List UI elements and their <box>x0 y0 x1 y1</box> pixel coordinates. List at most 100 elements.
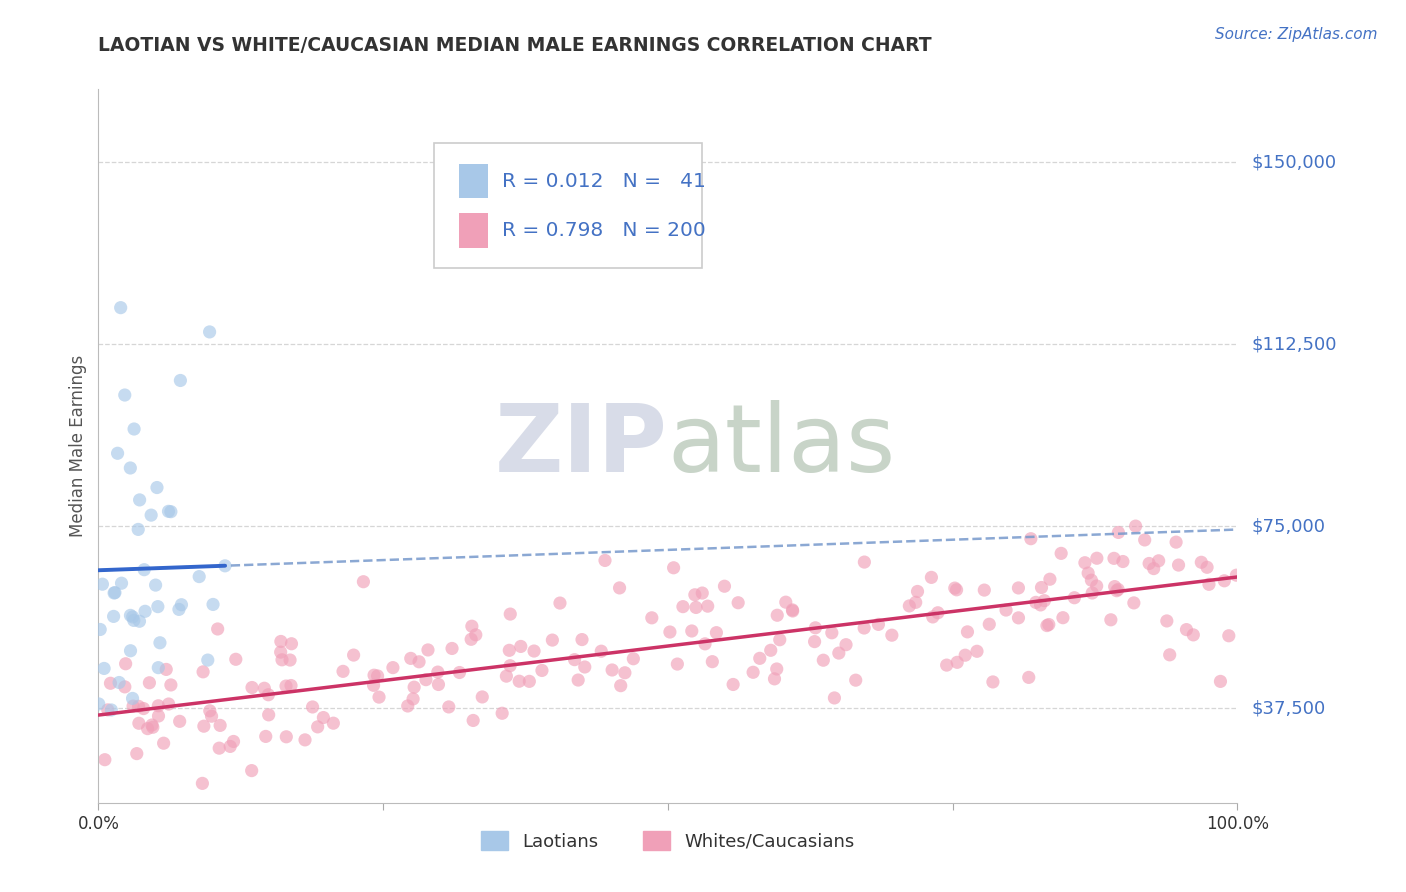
Point <box>995 603 1018 617</box>
Point <box>845 673 868 688</box>
Point <box>460 632 482 647</box>
Point <box>759 643 782 657</box>
Point <box>574 660 596 674</box>
Point <box>307 720 329 734</box>
Point <box>120 644 142 658</box>
Point <box>1104 580 1126 594</box>
Point <box>1213 574 1236 588</box>
Point <box>769 632 792 647</box>
Point <box>103 586 125 600</box>
Point <box>613 665 636 680</box>
Point <box>120 461 142 475</box>
Point <box>142 720 165 734</box>
Text: LAOTIAN VS WHITE/CAUCASIAN MEDIAN MALE EARNINGS CORRELATION CHART: LAOTIAN VS WHITE/CAUCASIAN MEDIAN MALE E… <box>98 36 932 54</box>
Point <box>681 624 703 638</box>
Point <box>823 690 845 705</box>
Point <box>853 621 876 635</box>
Point <box>1052 610 1074 624</box>
Point <box>107 446 129 460</box>
Point <box>368 690 391 705</box>
Point <box>208 741 231 756</box>
Text: $112,500: $112,500 <box>1251 335 1337 353</box>
Point <box>449 665 471 680</box>
Point <box>775 595 797 609</box>
Point <box>280 679 302 693</box>
Point <box>148 698 170 713</box>
Point <box>240 764 263 778</box>
Point <box>721 677 744 691</box>
Point <box>880 628 903 642</box>
Point <box>662 561 685 575</box>
Point <box>169 374 191 388</box>
Point <box>426 665 449 679</box>
Point <box>100 676 122 690</box>
Point <box>1031 581 1053 595</box>
Point <box>363 668 385 682</box>
Point <box>1007 581 1029 595</box>
Point <box>1033 593 1056 607</box>
Point <box>1159 648 1181 662</box>
Point <box>782 604 804 618</box>
Point <box>706 625 728 640</box>
Point <box>508 674 530 689</box>
Point <box>404 680 426 694</box>
Point <box>437 700 460 714</box>
Point <box>920 570 942 584</box>
Text: R = 0.798   N = 200: R = 0.798 N = 200 <box>502 221 706 240</box>
Point <box>763 672 786 686</box>
Point <box>853 555 876 569</box>
Point <box>945 582 967 597</box>
Point <box>157 504 180 518</box>
Point <box>200 709 222 723</box>
Point <box>148 709 170 723</box>
Legend: Laotians, Whites/Caucasians: Laotians, Whites/Caucasians <box>474 824 862 858</box>
Point <box>427 677 450 691</box>
Point <box>91 577 114 591</box>
Point <box>127 523 149 537</box>
Point <box>1080 573 1102 587</box>
Point <box>1107 582 1129 597</box>
Point <box>274 679 297 693</box>
Point <box>548 596 571 610</box>
Point <box>301 700 323 714</box>
Point <box>225 652 247 666</box>
Point <box>1007 611 1029 625</box>
Text: $37,500: $37,500 <box>1251 699 1326 717</box>
Point <box>152 736 174 750</box>
Point <box>1189 555 1212 569</box>
Point <box>1137 557 1160 571</box>
Point <box>169 714 191 729</box>
Point <box>128 716 150 731</box>
Point <box>114 388 136 402</box>
Point <box>713 579 735 593</box>
Point <box>188 569 211 583</box>
Point <box>1025 595 1047 609</box>
Point <box>1105 583 1128 598</box>
Point <box>935 658 957 673</box>
Point <box>441 641 464 656</box>
Point <box>1077 566 1099 580</box>
Point <box>742 665 765 680</box>
Point <box>415 673 437 687</box>
Point <box>727 596 749 610</box>
Point <box>141 508 163 523</box>
Point <box>222 734 245 748</box>
Point <box>128 699 150 714</box>
Point <box>1198 577 1220 591</box>
Point <box>641 611 664 625</box>
Point <box>1038 617 1060 632</box>
Point <box>898 599 921 613</box>
Point <box>683 588 706 602</box>
Point <box>1029 598 1052 612</box>
Point <box>207 622 229 636</box>
Point <box>1102 551 1125 566</box>
Point <box>685 600 707 615</box>
Point <box>191 776 214 790</box>
Point <box>254 730 277 744</box>
Point <box>1085 579 1108 593</box>
Point <box>1143 561 1166 575</box>
Point <box>149 636 172 650</box>
Point <box>813 653 835 667</box>
Point <box>214 558 236 573</box>
Point <box>381 660 404 674</box>
